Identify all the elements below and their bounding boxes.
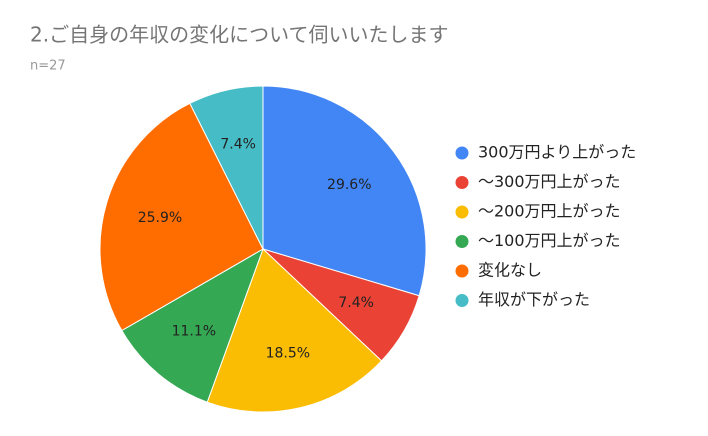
legend-label: 300万円より上がった xyxy=(478,143,636,162)
pie-slice xyxy=(206,248,383,413)
data-label: 7.4% xyxy=(220,136,256,152)
pie-slice xyxy=(121,247,264,403)
pie-slice xyxy=(262,85,427,297)
pie-slice xyxy=(99,102,264,332)
legend-marker xyxy=(455,205,469,219)
pie-slice xyxy=(189,85,264,250)
legend-marker xyxy=(455,294,469,307)
legend-label: 〜300万円上がった xyxy=(478,172,621,191)
legend-label: 年収が下がった xyxy=(478,290,590,309)
legend-marker xyxy=(455,176,469,189)
chart-title: 2.ご自身の年収の変化について伺いいたします xyxy=(30,23,448,47)
data-label: 7.4% xyxy=(338,295,374,311)
legend-marker xyxy=(455,146,469,160)
legend-label: 〜200万円上がった xyxy=(478,202,621,221)
legend-marker xyxy=(455,235,469,248)
chart-subtitle: n=27 xyxy=(30,59,66,74)
legend-label: 〜100万円上がった xyxy=(478,231,621,250)
legend-marker xyxy=(455,264,469,278)
legend-label: 変化なし xyxy=(478,261,542,280)
data-label: 11.1% xyxy=(172,323,216,339)
data-label: 29.6% xyxy=(327,177,371,193)
data-label: 18.5% xyxy=(266,346,310,362)
data-label: 25.9% xyxy=(138,210,182,226)
